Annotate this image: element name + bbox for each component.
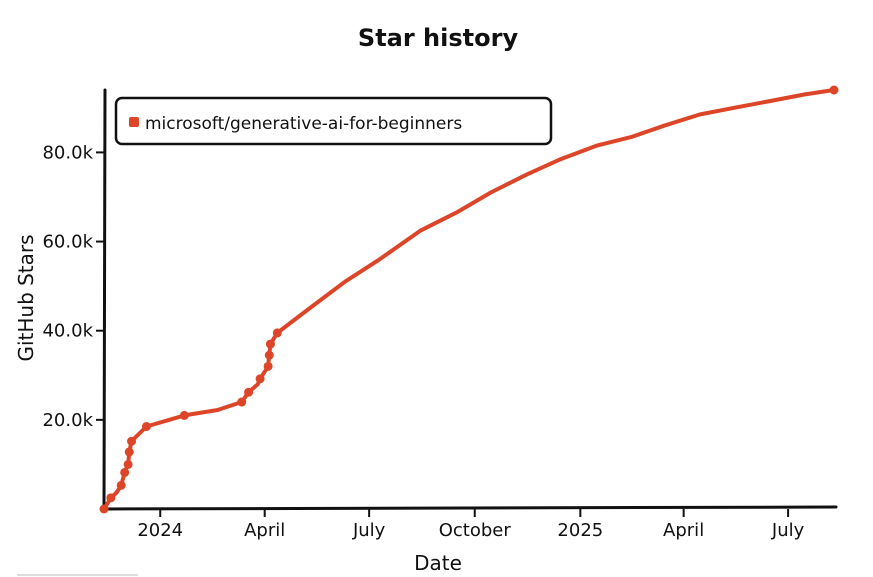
- legend-swatch: [129, 117, 139, 127]
- y-tick-label: 80.0k: [42, 142, 93, 163]
- y-axis-line: [102, 88, 107, 510]
- data-point: [265, 339, 275, 349]
- x-axis-ticks: 2024 April July October 2025 April July: [137, 509, 805, 541]
- data-point: [141, 422, 151, 432]
- data-point: [127, 436, 137, 446]
- x-tick-label: April: [663, 520, 704, 541]
- axes: [101, 88, 838, 511]
- data-point: [255, 374, 265, 384]
- data-point: [179, 410, 189, 420]
- x-tick-label: July: [352, 520, 386, 541]
- x-tick-label: October: [439, 520, 512, 541]
- x-tick-label: 2024: [137, 520, 183, 541]
- chart-title: Star history: [358, 24, 519, 52]
- x-axis-line: [101, 505, 838, 511]
- data-point: [272, 328, 282, 338]
- legend-label: microsoft/generative-ai-for-beginners: [145, 114, 462, 134]
- data-point: [829, 85, 839, 95]
- data-point: [116, 480, 126, 490]
- data-point: [263, 361, 273, 371]
- x-tick-label: July: [771, 520, 805, 541]
- legend: microsoft/generative-ai-for-beginners: [114, 96, 553, 146]
- data-point: [264, 350, 274, 360]
- data-point: [124, 447, 134, 457]
- y-tick-label: 40.0k: [42, 321, 93, 342]
- y-tick-label: 60.0k: [42, 232, 93, 253]
- series-layer: [99, 85, 839, 514]
- bottom-divider: [17, 574, 138, 576]
- y-tick-label: 20.0k: [42, 410, 93, 431]
- x-tick-label: April: [244, 520, 285, 541]
- data-point: [244, 387, 254, 397]
- series-line: [102, 88, 836, 511]
- x-tick-label: 2025: [557, 520, 603, 541]
- data-point: [99, 504, 109, 514]
- data-point: [106, 493, 116, 503]
- y-axis-label: GitHub Stars: [14, 234, 38, 361]
- x-axis-label: Date: [414, 551, 462, 575]
- data-point: [123, 459, 133, 469]
- data-point: [237, 397, 247, 407]
- legend-box: [114, 96, 553, 146]
- data-point: [120, 467, 130, 477]
- y-axis-ticks: 20.0k 40.0k 60.0k 80.0k: [42, 142, 104, 431]
